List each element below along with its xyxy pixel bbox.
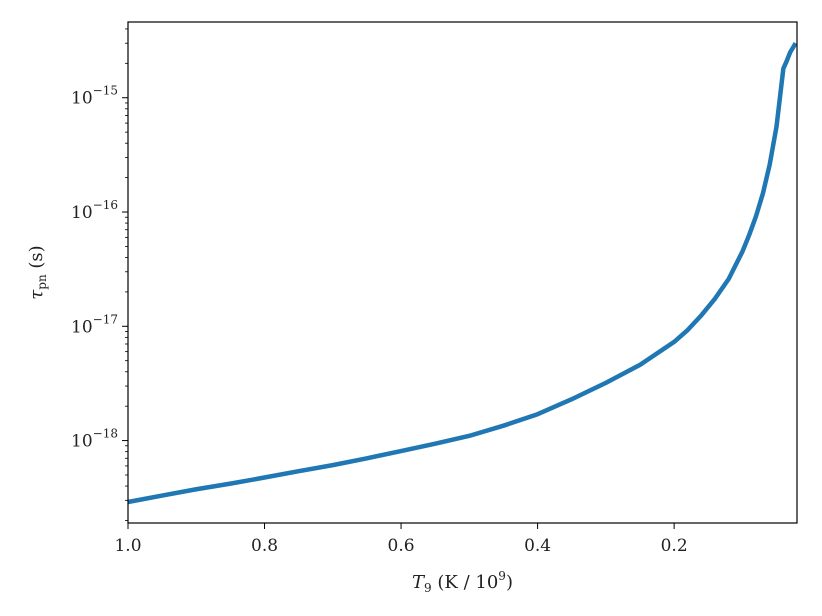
- y-tick-label: 10−16: [71, 198, 118, 223]
- y-axis-subscript: pn: [35, 274, 49, 290]
- x-tick-label: 0.2: [661, 536, 688, 556]
- y-axis-units: (s): [26, 245, 47, 274]
- x-axis-units-exponent: 9: [498, 569, 506, 583]
- x-axis-symbol: T: [412, 572, 426, 593]
- x-axis-units-suffix: ): [506, 572, 513, 593]
- x-tick-label: 0.8: [251, 536, 278, 556]
- x-tick-label: 0.4: [524, 536, 551, 556]
- y-axis-symbol: τ: [26, 289, 47, 300]
- ticks-layer: 1.0 0.8 0.6 0.4 0.2 10−18 10−17 10−16 10−15: [71, 28, 688, 556]
- y-tick-label: 10−17: [71, 312, 118, 337]
- y-tick-label: 10−15: [71, 84, 118, 109]
- y-tick-label: 10−18: [71, 427, 118, 452]
- series-layer: [127, 42, 798, 505]
- x-tick-label: 1.0: [114, 536, 141, 556]
- x-axis-units-prefix: (K / 10: [432, 572, 499, 593]
- x-axis-subscript: 9: [424, 581, 432, 595]
- x-tick-label: 0.6: [388, 536, 415, 556]
- y-axis-label: τpn (s): [26, 245, 49, 299]
- series-line: [127, 42, 798, 505]
- x-axis-label: T9 (K / 109): [412, 569, 513, 595]
- plot-frame: [127, 21, 798, 524]
